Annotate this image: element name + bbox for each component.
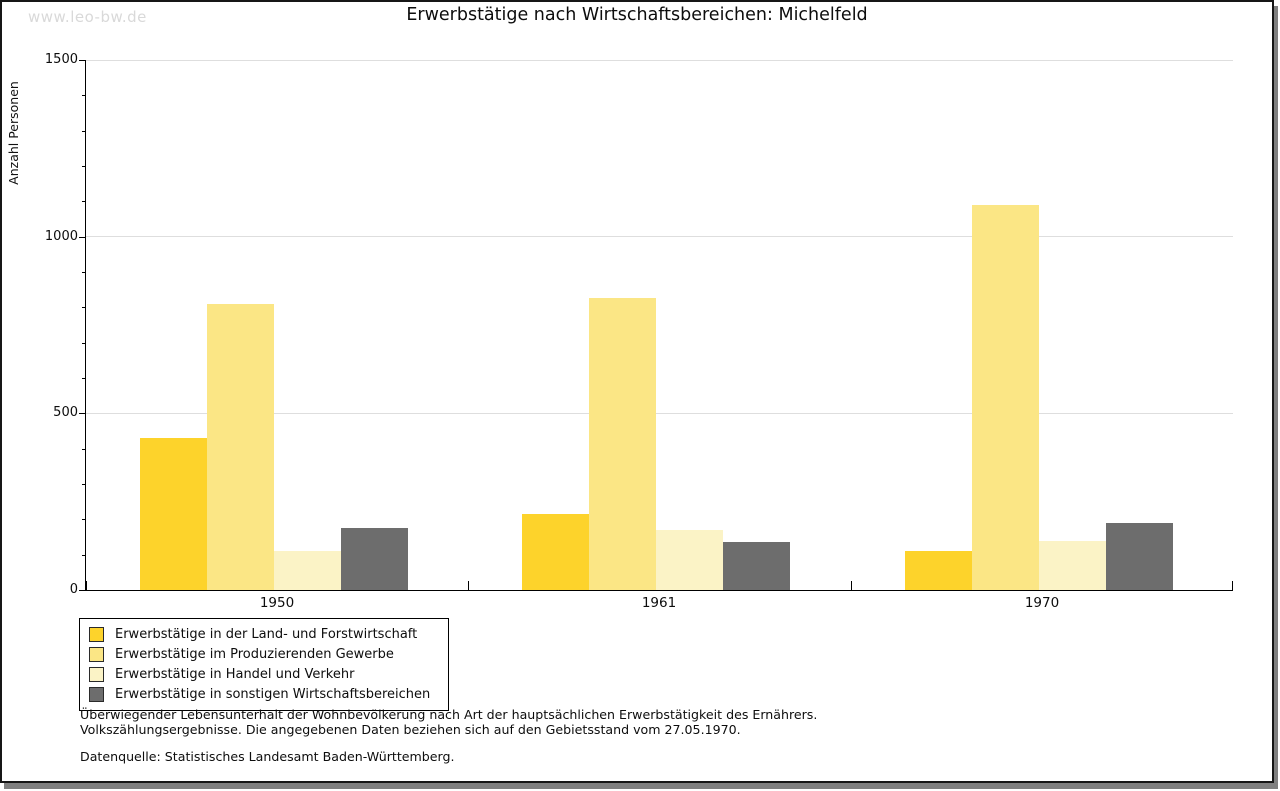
y-minor-tick	[82, 342, 86, 344]
y-minor-tick	[82, 519, 86, 521]
legend-item: Erwerbstätige im Produzierenden Gewerbe	[89, 644, 438, 664]
footnotes: Überwiegender Lebensunterhalt der Wohnbe…	[80, 707, 818, 765]
y-minor-tick	[82, 201, 86, 203]
x-tick-label: 1961	[641, 595, 677, 611]
bar-1961-series4	[723, 542, 790, 590]
y-minor-tick	[82, 378, 86, 379]
bar-1970-series2	[972, 205, 1039, 590]
legend-swatch-land-forstwirtschaft	[89, 626, 104, 642]
legend-label: Erwerbstätige in der Land- und Forstwirt…	[115, 626, 418, 642]
y-tick-label: 1500	[44, 52, 78, 67]
y-minor-tick	[82, 484, 86, 485]
y-minor-tick	[82, 307, 86, 309]
legend-item: Erwerbstätige in der Land- und Forstwirt…	[89, 624, 438, 644]
x-tick	[468, 581, 469, 590]
bar-1961-series1	[522, 514, 589, 590]
bar-1961-series3	[656, 530, 723, 590]
legend-label: Erwerbstätige im Produzierenden Gewerbe	[115, 646, 394, 662]
x-tick	[851, 581, 852, 590]
bar-1961-series2	[589, 298, 656, 590]
y-minor-tick	[82, 272, 86, 273]
gridline	[86, 59, 1233, 61]
footnote-line-1: Überwiegender Lebensunterhalt der Wohnbe…	[80, 707, 818, 722]
bar-1970-series3	[1039, 541, 1106, 590]
bar-1950-series3	[274, 551, 341, 590]
bar-1970-series1	[905, 551, 972, 590]
y-major-tick	[79, 590, 86, 591]
legend-item: Erwerbstätige in Handel und Verkehr	[89, 664, 438, 684]
bar-1970-series4	[1106, 523, 1173, 590]
plot-area: 0 500 1000 1500 1950 1961 1970	[45, 52, 1233, 611]
y-axis-label: Anzahl Personen	[6, 81, 21, 185]
y-tick-label: 500	[53, 405, 78, 421]
y-tick-label: 1000	[44, 228, 78, 244]
y-minor-tick	[82, 95, 86, 97]
x-tick-label: 1970	[1024, 595, 1060, 611]
bar-1950-series4	[341, 528, 408, 590]
bar-1950-series2	[207, 304, 274, 590]
footnote-source: Datenquelle: Statistisches Landesamt Bad…	[80, 749, 455, 764]
legend-swatch-sonstige	[89, 686, 104, 702]
y-major-tick	[79, 413, 86, 415]
gridline	[86, 236, 1233, 238]
x-tick-label: 1950	[259, 595, 295, 611]
legend-swatch-produzierendes-gewerbe	[89, 646, 104, 662]
x-tick	[1232, 581, 1233, 590]
chart-title: Erwerbstätige nach Wirtschaftsbereichen:…	[406, 5, 868, 25]
site-watermark: www.leo-bw.de	[28, 8, 147, 26]
legend-item: Erwerbstätige in sonstigen Wirtschaftsbe…	[89, 684, 438, 704]
y-tick-label: 0	[69, 582, 78, 597]
gridline	[86, 412, 1233, 414]
y-major-tick	[79, 60, 86, 61]
legend: Erwerbstätige in der Land- und Forstwirt…	[79, 618, 449, 711]
y-major-tick	[79, 236, 86, 238]
y-minor-tick	[82, 166, 86, 167]
y-minor-tick	[82, 130, 86, 132]
bar-1950-series1	[140, 438, 207, 590]
y-minor-tick	[82, 554, 86, 556]
legend-label: Erwerbstätige in sonstigen Wirtschaftsbe…	[115, 686, 431, 702]
footnote-line-2: Volkszählungsergebnisse. Die angegebenen…	[80, 721, 741, 737]
legend-swatch-handel-verkehr	[89, 666, 104, 682]
x-tick	[86, 581, 87, 590]
legend-label: Erwerbstätige in Handel und Verkehr	[115, 666, 355, 682]
y-minor-tick	[82, 448, 86, 450]
